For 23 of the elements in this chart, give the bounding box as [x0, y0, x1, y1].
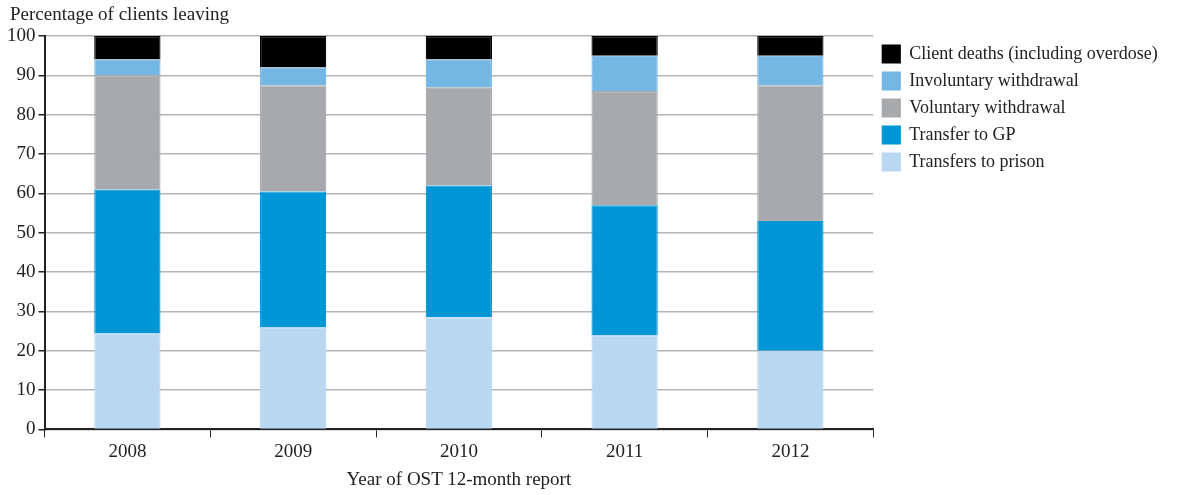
- y-tick-label: 60: [16, 181, 36, 203]
- y-tick-label: 30: [16, 299, 36, 321]
- y-tick-label: 90: [16, 63, 36, 85]
- y-tick-label: 0: [26, 417, 36, 439]
- legend-label: Client deaths (including overdose): [909, 42, 1158, 64]
- legend-label: Transfer to GP: [909, 123, 1016, 144]
- x-axis-title: Year of OST 12-month report: [346, 467, 572, 489]
- y-tick-label: 80: [16, 102, 36, 124]
- legend-label: Involuntary withdrawal: [909, 69, 1079, 90]
- y-axis-title: Percentage of clients leaving: [10, 3, 230, 25]
- y-tick-label: 100: [7, 23, 36, 45]
- y-tick-label: 50: [16, 220, 36, 242]
- y-tick-label: 70: [16, 142, 36, 163]
- x-tick-label: 2012: [771, 439, 810, 461]
- y-tick-label: 10: [16, 378, 36, 400]
- y-tick-label: 40: [16, 260, 36, 282]
- x-tick-label: 2008: [108, 439, 147, 461]
- y-tick-label: 20: [16, 338, 36, 360]
- legend-label: Voluntary withdrawal: [909, 96, 1066, 117]
- legend-label: Transfers to prison: [909, 150, 1045, 171]
- x-tick-label: 2010: [439, 439, 478, 461]
- x-tick-label: 2011: [605, 439, 644, 461]
- x-tick-label: 2009: [274, 439, 313, 461]
